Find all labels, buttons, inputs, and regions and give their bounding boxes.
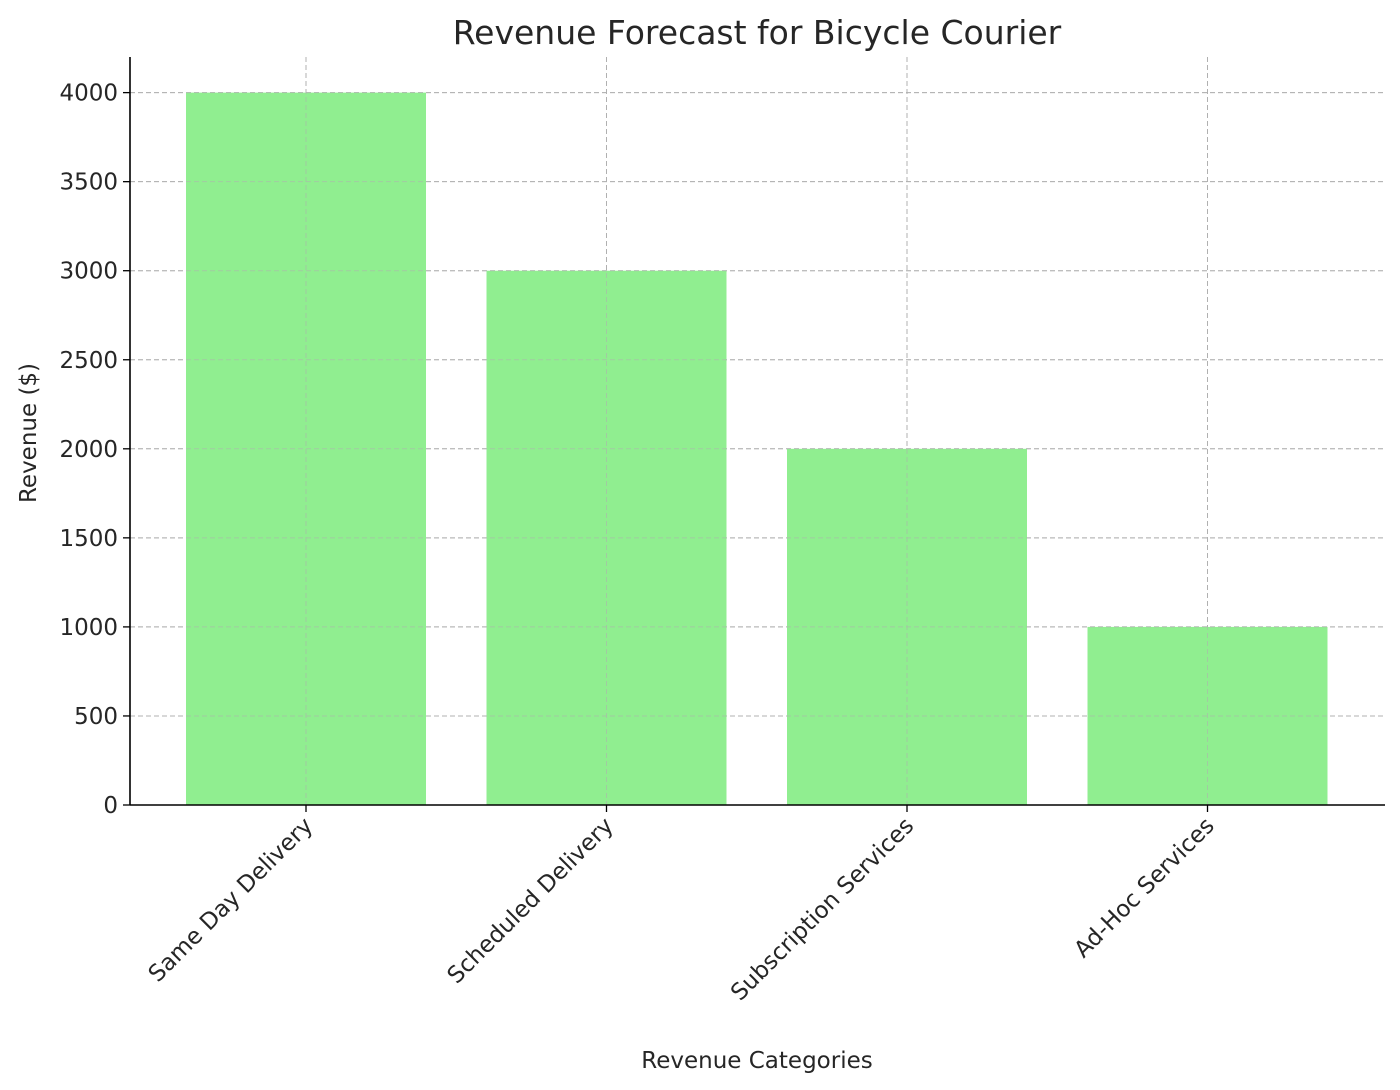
y-tick-label: 1500	[59, 526, 118, 552]
y-tick-label: 500	[74, 704, 118, 730]
x-tick-label: Scheduled Delivery	[443, 813, 619, 989]
y-tick-label: 1000	[59, 615, 118, 641]
y-tick-label: 2500	[59, 348, 118, 374]
bars-layer	[130, 57, 1385, 806]
y-tick-label: 2000	[59, 437, 118, 463]
y-tick-label: 3000	[59, 259, 118, 285]
x-tick-label: Subscription Services	[726, 813, 919, 1006]
y-tick-label: 4000	[59, 81, 118, 107]
chart-title: Revenue Forecast for Bicycle Courier	[453, 13, 1062, 52]
x-axis-label: Revenue Categories	[641, 1048, 872, 1074]
x-tick-label: Same Day Delivery	[144, 813, 318, 987]
y-axis-label: Revenue ($)	[16, 363, 42, 503]
y-tick-label: 0	[103, 793, 118, 819]
x-tick-label: Ad-Hoc Services	[1069, 813, 1219, 963]
y-tick-label: 3500	[59, 170, 118, 196]
